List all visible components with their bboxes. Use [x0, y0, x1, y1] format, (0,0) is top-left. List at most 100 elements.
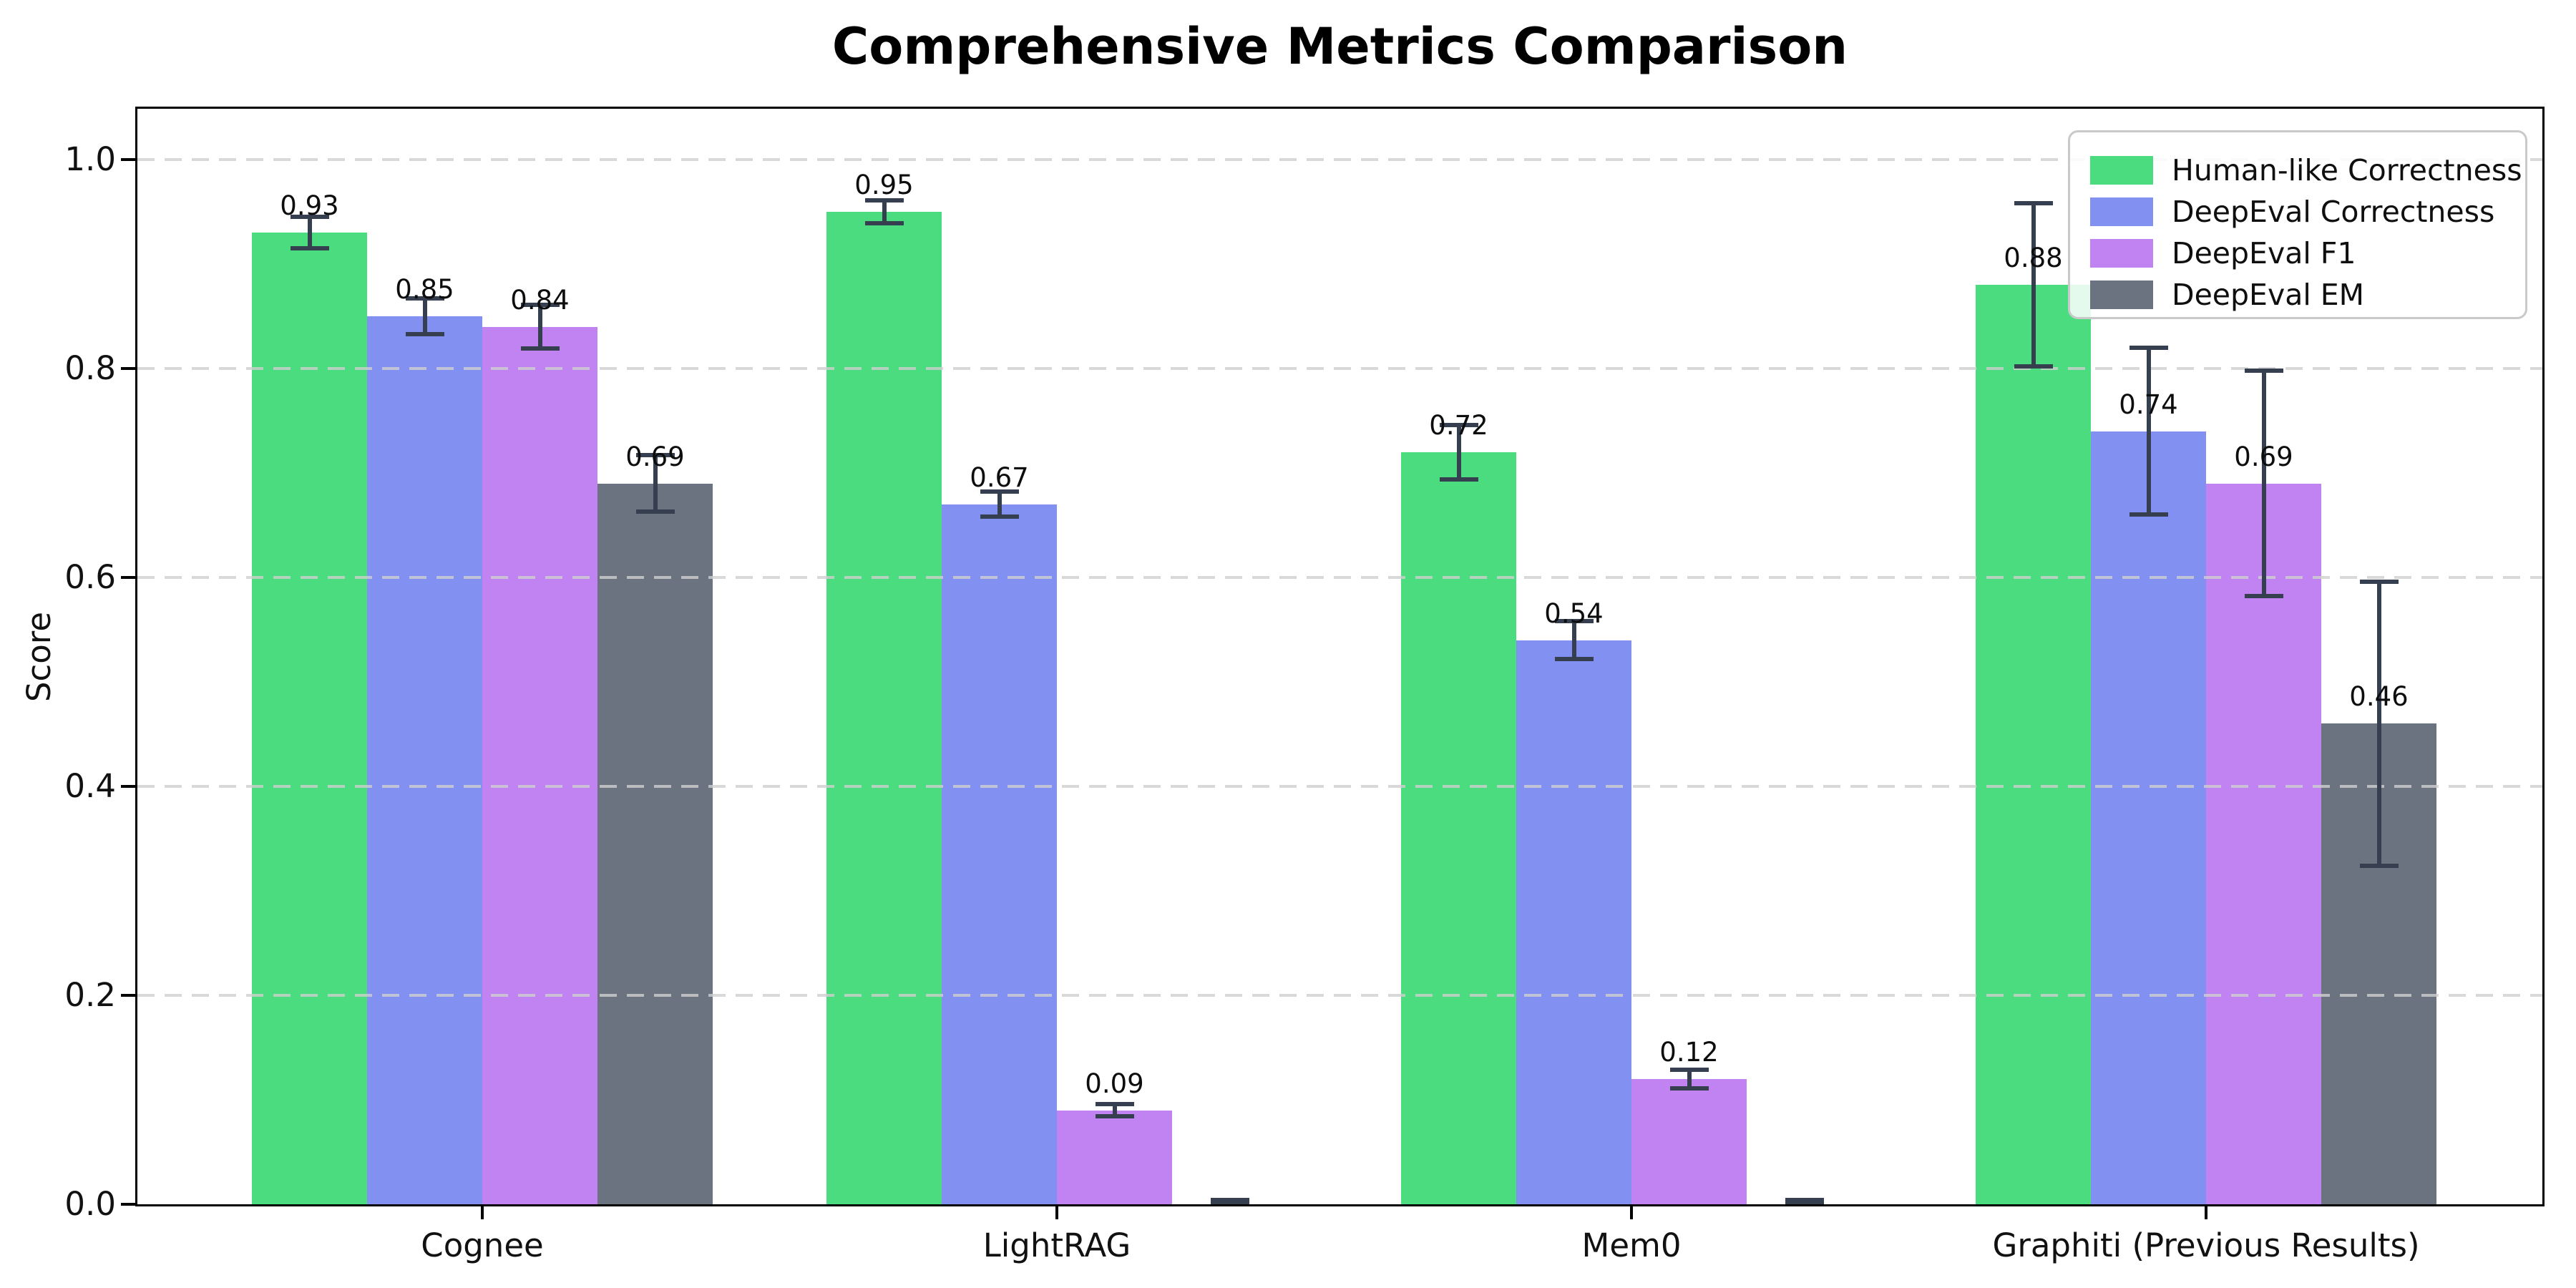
bar-deepeval-correctness — [2091, 431, 2206, 1204]
bar-deepeval-correctness — [942, 504, 1057, 1204]
error-bar-deepeval-f1 — [2261, 370, 2266, 597]
error-bar-deepeval-correctness — [997, 492, 1002, 517]
error-cap-bottom — [2014, 364, 2053, 369]
error-bar-human-like-correctness — [2031, 203, 2036, 367]
y-tick-label: 0.4 — [64, 767, 116, 805]
error-cap-top — [2244, 368, 2283, 373]
legend-item-deepeval-correctness: DeepEval Correctness — [2090, 191, 2518, 232]
y-tick-mark — [121, 994, 135, 997]
error-cap-bottom — [635, 509, 675, 514]
y-tick-mark — [121, 576, 135, 579]
legend-label: Human-like Correctness — [2172, 152, 2522, 187]
legend-label: DeepEval EM — [2172, 277, 2365, 312]
bar-deepeval-f1 — [2206, 483, 2321, 1204]
error-cap-top — [1095, 1101, 1134, 1106]
error-cap-top — [405, 296, 444, 301]
error-bar-deepeval-em — [653, 455, 658, 512]
error-cap-bottom — [405, 331, 444, 336]
legend-swatch-human-like-correctness — [2090, 155, 2153, 185]
error-bar-deepeval-em — [2376, 581, 2381, 866]
legend-label: DeepEval Correctness — [2172, 194, 2495, 229]
gridline-0.2 — [137, 994, 2542, 997]
x-tick-label: LightRAG — [982, 1226, 1131, 1264]
error-cap-top — [1669, 1067, 1709, 1072]
error-cap-top — [290, 215, 329, 220]
bar-value-label: 0.12 — [1659, 1036, 1719, 1068]
y-tick-mark — [121, 158, 135, 161]
bar-value-label: 0.88 — [2004, 243, 2063, 274]
plot-area: 0.93 0.95 0.72 0.88 0.85 0.67 0.54 0.74 0.84 0.09… — [135, 107, 2545, 1206]
y-tick-mark — [121, 367, 135, 370]
error-cap-bottom — [1554, 656, 1594, 661]
error-cap-bottom — [1439, 477, 1478, 482]
error-cap-bottom — [1095, 1114, 1134, 1119]
error-cap-top — [1554, 619, 1594, 624]
legend-item-deepeval-f1: DeepEval F1 — [2090, 233, 2518, 273]
error-cap-top — [2014, 201, 2053, 206]
y-tick-label: 0.8 — [64, 349, 116, 387]
bar-deepeval-f1 — [1057, 1110, 1172, 1204]
chart-title: Comprehensive Metrics Comparison — [831, 17, 1848, 76]
bar-deepeval-correctness — [367, 316, 482, 1204]
y-tick-label: 0.0 — [64, 1185, 116, 1223]
bar-deepeval-correctness — [1516, 640, 1631, 1204]
bar-human-like-correctness — [826, 212, 942, 1204]
bar-human-like-correctness — [1401, 452, 1516, 1204]
legend-swatch-deepeval-correctness — [2090, 197, 2153, 226]
legend: Human-like Correctness DeepEval Correctne… — [2068, 130, 2527, 319]
error-cap-top — [2359, 579, 2399, 584]
gridline-0.6 — [137, 576, 2542, 579]
error-cap-top — [1439, 422, 1478, 427]
x-tick-mark — [1055, 1206, 1058, 1219]
gridline-1.0 — [137, 158, 2542, 161]
bar-deepeval-f1 — [482, 326, 597, 1204]
bar-deepeval-em — [597, 483, 713, 1204]
x-tick-label: Graphiti (Previous Results) — [1992, 1226, 2420, 1264]
bar-human-like-correctness — [252, 233, 367, 1204]
error-bar-deepeval-f1 — [1687, 1069, 1692, 1088]
bar-value-label: 0.85 — [395, 274, 454, 305]
legend-item-human-like-correctness: Human-like Correctness — [2090, 150, 2522, 190]
error-bar-human-like-correctness — [882, 200, 887, 224]
y-axis-label: Score — [20, 611, 58, 703]
error-bar-human-like-correctness — [307, 217, 312, 249]
error-cap-bottom — [2129, 512, 2168, 517]
error-bar-human-like-correctness — [1456, 424, 1461, 479]
error-cap-bottom — [2244, 594, 2283, 599]
x-tick-label: Cognee — [421, 1226, 544, 1264]
bar-value-label: 0.09 — [1085, 1068, 1144, 1099]
y-tick-label: 0.2 — [64, 976, 116, 1014]
x-tick-label: Mem0 — [1581, 1226, 1682, 1264]
x-tick-mark — [1630, 1206, 1633, 1219]
error-bar-deepeval-correctness — [422, 298, 427, 334]
bar-value-label: 0.69 — [2234, 441, 2293, 472]
error-cap-bottom — [2359, 863, 2399, 868]
legend-label: DeepEval F1 — [2172, 235, 2356, 270]
error-cap-bottom — [290, 246, 329, 251]
error-cap-bottom — [1785, 1200, 1824, 1204]
gridline-0.4 — [137, 785, 2542, 788]
bar-value-label: 0.67 — [970, 462, 1029, 493]
legend-swatch-deepeval-em — [2090, 280, 2153, 309]
y-tick-label: 1.0 — [64, 140, 116, 178]
error-cap-bottom — [864, 221, 904, 226]
error-bar-deepeval-f1 — [1112, 1103, 1117, 1117]
error-cap-top — [520, 302, 560, 307]
bar-value-label: 0.54 — [1544, 597, 1604, 629]
bar-deepeval-f1 — [1631, 1078, 1747, 1204]
bar-value-label: 0.72 — [1429, 409, 1488, 441]
bar-value-label: 0.46 — [2349, 681, 2409, 713]
bar-value-label: 0.84 — [510, 284, 570, 316]
error-cap-top — [2129, 345, 2168, 350]
x-tick-mark — [481, 1206, 484, 1219]
bar-value-label: 0.69 — [625, 441, 685, 472]
gridline-0.8 — [137, 367, 2542, 370]
bar-value-label: 0.95 — [854, 170, 914, 200]
y-tick-mark — [121, 785, 135, 788]
error-bar-deepeval-correctness — [1571, 621, 1576, 659]
error-cap-bottom — [1669, 1085, 1709, 1091]
bar-value-label: 0.93 — [280, 190, 339, 222]
error-bar-deepeval-f1 — [537, 304, 542, 349]
legend-swatch-deepeval-f1 — [2090, 238, 2153, 268]
